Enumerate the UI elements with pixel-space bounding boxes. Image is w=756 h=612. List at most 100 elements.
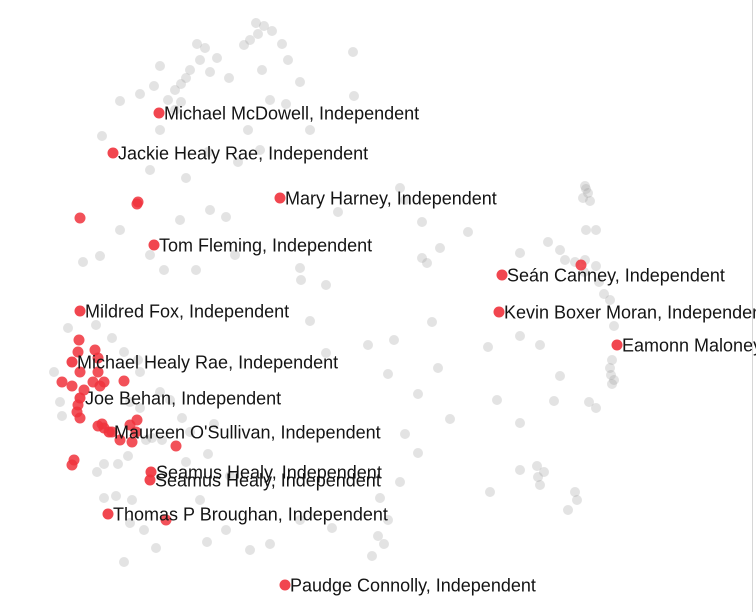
background-point (212, 53, 222, 63)
point-label: Joe Behan, Independent (85, 389, 281, 409)
background-point (135, 403, 145, 413)
background-point (389, 335, 399, 345)
background-point (195, 495, 205, 505)
background-point (422, 258, 432, 268)
labeled-point-marker (103, 426, 115, 438)
background-point (296, 275, 306, 285)
background-point (225, 471, 235, 481)
point-label: Eamonn Maloney, Independent (622, 336, 756, 356)
highlight-point (118, 375, 130, 387)
labeled-point-marker (74, 305, 86, 317)
background-point (111, 491, 121, 501)
background-point (135, 367, 145, 377)
point-label: Maureen O'Sullivan, Independent (114, 423, 381, 443)
background-point (57, 411, 67, 421)
labeled-point: Tom Fleming, Independent (148, 236, 372, 256)
background-point (205, 67, 215, 77)
background-point (445, 414, 455, 424)
background-point (599, 289, 609, 299)
background-point (239, 40, 249, 50)
background-point (181, 457, 191, 467)
point-label: Kevin Boxer Moran, Independent (504, 303, 756, 323)
background-point (591, 225, 601, 235)
background-point (515, 465, 525, 475)
background-point (255, 145, 265, 155)
background-point (427, 317, 437, 327)
highlight-point (575, 259, 587, 271)
background-point (433, 363, 443, 373)
highlight-points (56, 196, 587, 526)
background-point (585, 196, 595, 206)
background-point (267, 26, 277, 36)
background-point (533, 472, 543, 482)
labeled-point-marker (496, 269, 508, 281)
background-point (349, 91, 359, 101)
labeled-point-marker (102, 508, 114, 520)
background-point (181, 173, 191, 183)
background-point (149, 81, 159, 91)
labeled-point-marker (74, 392, 86, 404)
background-point (563, 505, 573, 515)
background-point (413, 448, 423, 458)
background-point (607, 355, 617, 365)
background-point (113, 459, 123, 469)
background-point (535, 480, 545, 490)
background-point (99, 493, 109, 503)
background-point (367, 551, 377, 561)
background-point (265, 95, 275, 105)
point-label: Mildred Fox, Independent (85, 302, 289, 322)
background-point (176, 97, 186, 107)
labeled-point: Michael Healy Rae, Independent (66, 353, 338, 373)
highlight-point (74, 412, 86, 424)
background-point (305, 125, 315, 135)
background-point (203, 147, 213, 157)
background-point (295, 263, 305, 273)
background-point (395, 477, 405, 487)
background-point (379, 539, 389, 549)
labeled-point: Michael McDowell, Independent (153, 104, 419, 124)
background-point (163, 95, 173, 105)
background-point (305, 316, 315, 326)
background-point (135, 89, 145, 99)
background-point (221, 212, 231, 222)
background-point (549, 396, 559, 406)
background-point (209, 419, 219, 429)
background-point (159, 265, 169, 275)
labeled-points: Michael McDowell, Independent Jackie Heal… (66, 104, 756, 596)
background-point (581, 225, 591, 235)
highlight-point (131, 198, 143, 210)
background-point (78, 257, 88, 267)
background-point (515, 248, 525, 258)
background-point (543, 237, 553, 247)
background-point (581, 184, 591, 194)
background-point (572, 495, 582, 505)
background-point (170, 105, 180, 115)
background-point (580, 181, 590, 191)
background-point (147, 433, 157, 443)
background-points (49, 18, 619, 567)
background-point (230, 250, 240, 260)
background-point (463, 227, 473, 237)
background-point (584, 397, 594, 407)
background-point (157, 435, 167, 445)
background-point (119, 557, 129, 567)
background-point (92, 467, 102, 477)
highlight-point (170, 440, 182, 452)
labeled-point: Paudge Connolly, Independent (279, 576, 536, 596)
labeled-point: Seamus Healy, Independent (144, 471, 381, 491)
background-point (609, 321, 619, 331)
background-point (435, 243, 445, 253)
point-label: Jackie Healy Rae, Independent (118, 144, 368, 164)
background-point (281, 99, 291, 109)
background-point (115, 96, 125, 106)
background-point (95, 251, 105, 261)
background-point (203, 449, 213, 459)
background-point (375, 493, 385, 503)
background-point (555, 371, 565, 381)
background-point (175, 215, 185, 225)
background-point (400, 195, 410, 205)
background-point (133, 355, 143, 365)
background-point (535, 340, 545, 350)
background-point (141, 435, 151, 445)
